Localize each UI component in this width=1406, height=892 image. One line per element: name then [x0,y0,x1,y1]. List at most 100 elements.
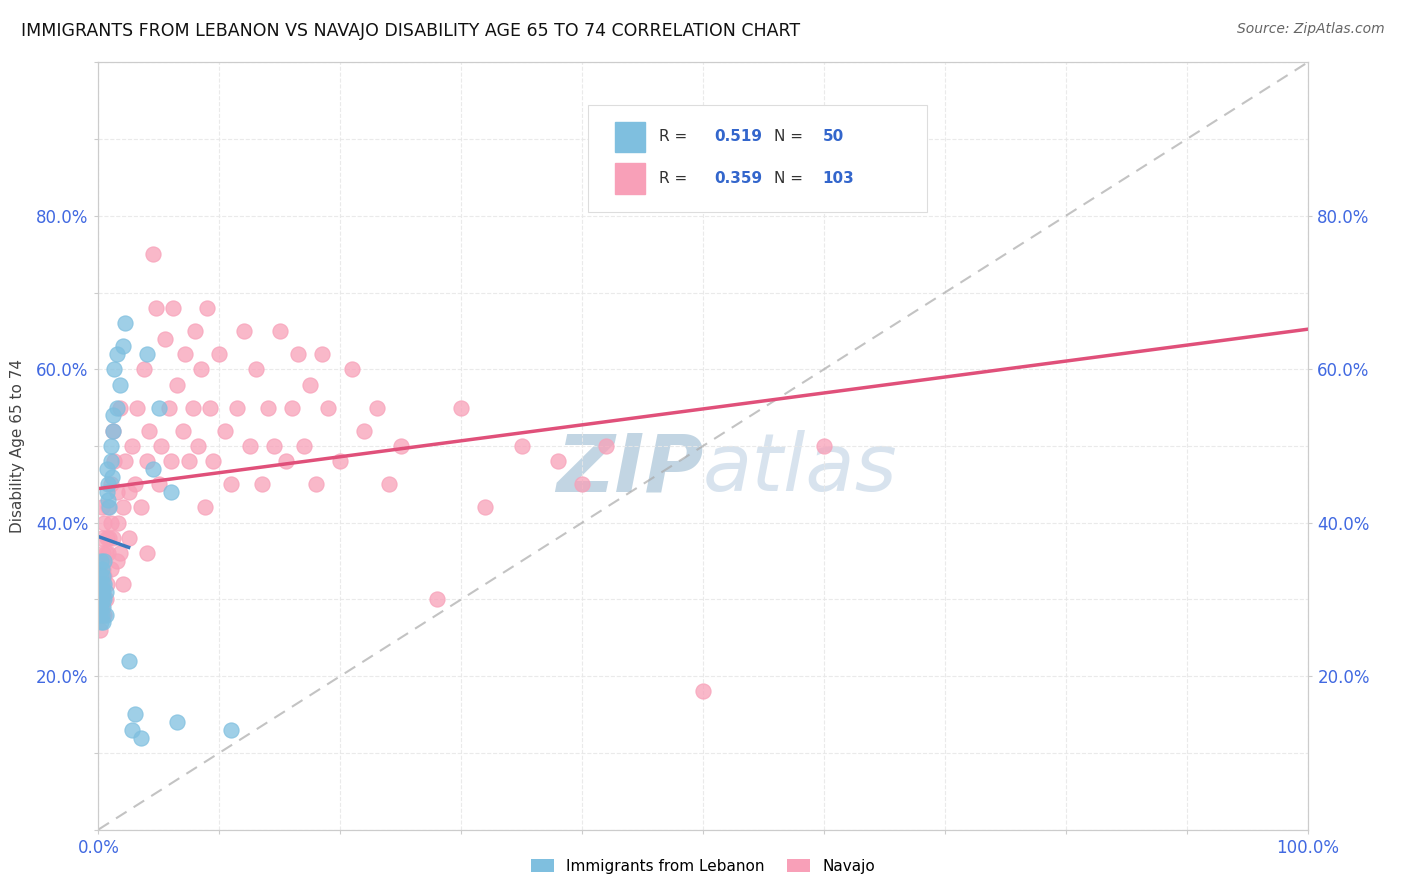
Point [311,347,333,361]
Point [118,485,141,500]
Point [91,600,114,615]
Point [93,516,115,530]
Point [93,592,115,607]
Point [91,592,114,607]
Point [166,377,188,392]
Point [96,485,118,500]
Point [105,485,128,500]
Point [450,401,472,415]
Point [90,600,112,615]
Point [91,600,114,615]
Point [692,684,714,698]
Point [129,731,152,745]
Point [299,377,322,392]
Point [426,592,449,607]
Point [90,569,112,583]
Point [221,723,243,737]
Point [174,347,197,361]
Point [148,401,170,415]
Point [89,592,111,607]
Point [198,401,221,415]
Point [153,332,176,346]
Point [179,454,201,468]
Point [108,401,131,415]
Point [100,562,122,576]
Point [91,615,114,630]
Point [91,500,114,515]
Point [93,569,115,583]
Point [474,500,496,515]
Point [250,477,273,491]
Point [100,469,122,483]
Point [281,401,304,415]
Point [111,577,134,591]
Point [91,584,114,599]
Point [100,439,122,453]
Point [160,485,183,500]
Point [263,439,285,453]
Point [91,546,114,560]
Text: N =: N = [775,129,808,145]
Text: N =: N = [775,170,808,186]
Point [118,654,141,668]
Bar [614,121,645,153]
Point [90,607,112,622]
Point [208,347,231,361]
Point [89,623,111,637]
Point [366,401,388,415]
Point [214,424,236,438]
Point [93,554,115,568]
Y-axis label: Disability Age 65 to 74: Disability Age 65 to 74 [10,359,25,533]
Point [148,477,170,491]
Point [195,301,218,315]
Point [595,439,617,453]
Point [89,584,111,599]
Point [97,546,120,560]
Point [389,439,412,453]
Point [91,531,114,545]
Point [97,477,120,491]
Point [105,554,128,568]
Point [239,439,262,453]
Point [94,607,117,622]
Point [142,247,165,261]
Text: Source: ZipAtlas.com: Source: ZipAtlas.com [1237,22,1385,37]
Point [135,347,157,361]
Point [108,546,131,560]
Point [97,492,120,507]
Point [91,577,114,591]
Point [124,477,146,491]
Text: 0.519: 0.519 [714,129,762,145]
Point [256,401,278,415]
Point [245,362,267,376]
Point [292,439,315,453]
Point [181,401,204,415]
Point [96,577,118,591]
Point [93,577,115,591]
Point [342,362,364,376]
Point [127,401,149,415]
Point [377,477,399,491]
Point [813,439,835,453]
Point [232,324,254,338]
Point [134,362,156,376]
Point [105,347,128,361]
Point [98,531,121,545]
Point [98,500,121,515]
Point [91,562,114,576]
Point [96,462,118,476]
Point [90,554,112,568]
Text: IMMIGRANTS FROM LEBANON VS NAVAJO DISABILITY AGE 65 TO 74 CORRELATION CHART: IMMIGRANTS FROM LEBANON VS NAVAJO DISABI… [21,22,800,40]
Point [194,500,217,515]
Point [138,424,160,438]
Point [89,577,111,591]
Point [274,454,297,468]
Point [142,462,165,476]
Point [101,424,124,438]
Text: R =: R = [659,170,693,186]
Point [329,454,352,468]
Point [100,516,122,530]
Point [118,531,141,545]
Point [96,531,118,545]
Text: 0.359: 0.359 [714,170,762,186]
